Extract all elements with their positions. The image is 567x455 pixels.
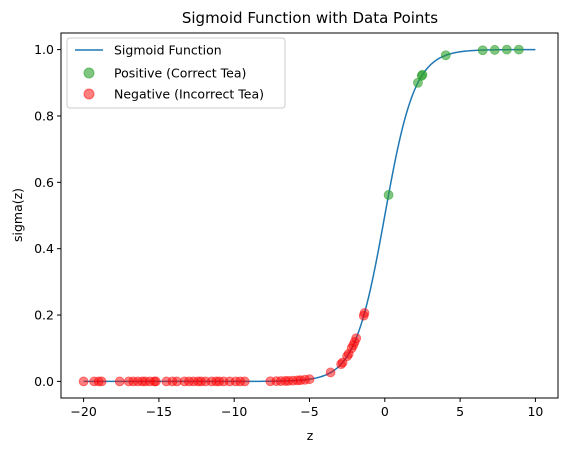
y-tick-label: 0.0 [34,374,54,389]
negative-point [325,367,336,378]
y-tick-label: 0.2 [34,308,54,323]
legend: Sigmoid Function Positive (Correct Tea) … [66,37,286,109]
y-tick-label: 1.0 [34,42,54,57]
x-tick-label: −10 [221,404,247,419]
positive-point [489,45,500,55]
legend-label-sigmoid: Sigmoid Function [114,43,222,58]
negative-point [359,308,370,318]
chart-title: Sigmoid Function with Data Points [182,9,438,27]
x-tick-label: −5 [300,404,318,419]
y-tick-label: 0.8 [34,108,54,123]
negative-point [150,376,161,387]
x-axis-label: z [307,428,314,443]
legend-negative-swatch [83,88,95,100]
negative-point [96,376,107,387]
x-tick-label: 10 [527,404,543,419]
negative-point [304,374,315,385]
negative-point [351,333,362,344]
legend-positive-swatch [83,67,95,79]
negative-point [114,376,125,387]
negative-point [239,376,250,387]
positive-point [440,50,451,61]
positive-point [501,44,512,55]
positive-point [513,44,524,55]
positive-point [383,190,394,200]
y-tick-label: 0.6 [34,175,54,190]
y-tick-label: 0.4 [34,241,54,256]
x-tick-label: −20 [70,404,96,419]
legend-box [66,37,286,109]
positive-point [417,69,428,80]
x-tick-label: 5 [456,404,464,419]
y-axis-label: sigma(z) [10,188,25,242]
x-tick-label: 0 [381,404,389,419]
negative-point [78,376,89,387]
positive-point [477,45,488,56]
legend-label-negative: Negative (Incorrect Tea) [114,87,264,102]
legend-label-positive: Positive (Correct Tea) [114,66,246,81]
x-tick-label: −15 [146,404,172,419]
